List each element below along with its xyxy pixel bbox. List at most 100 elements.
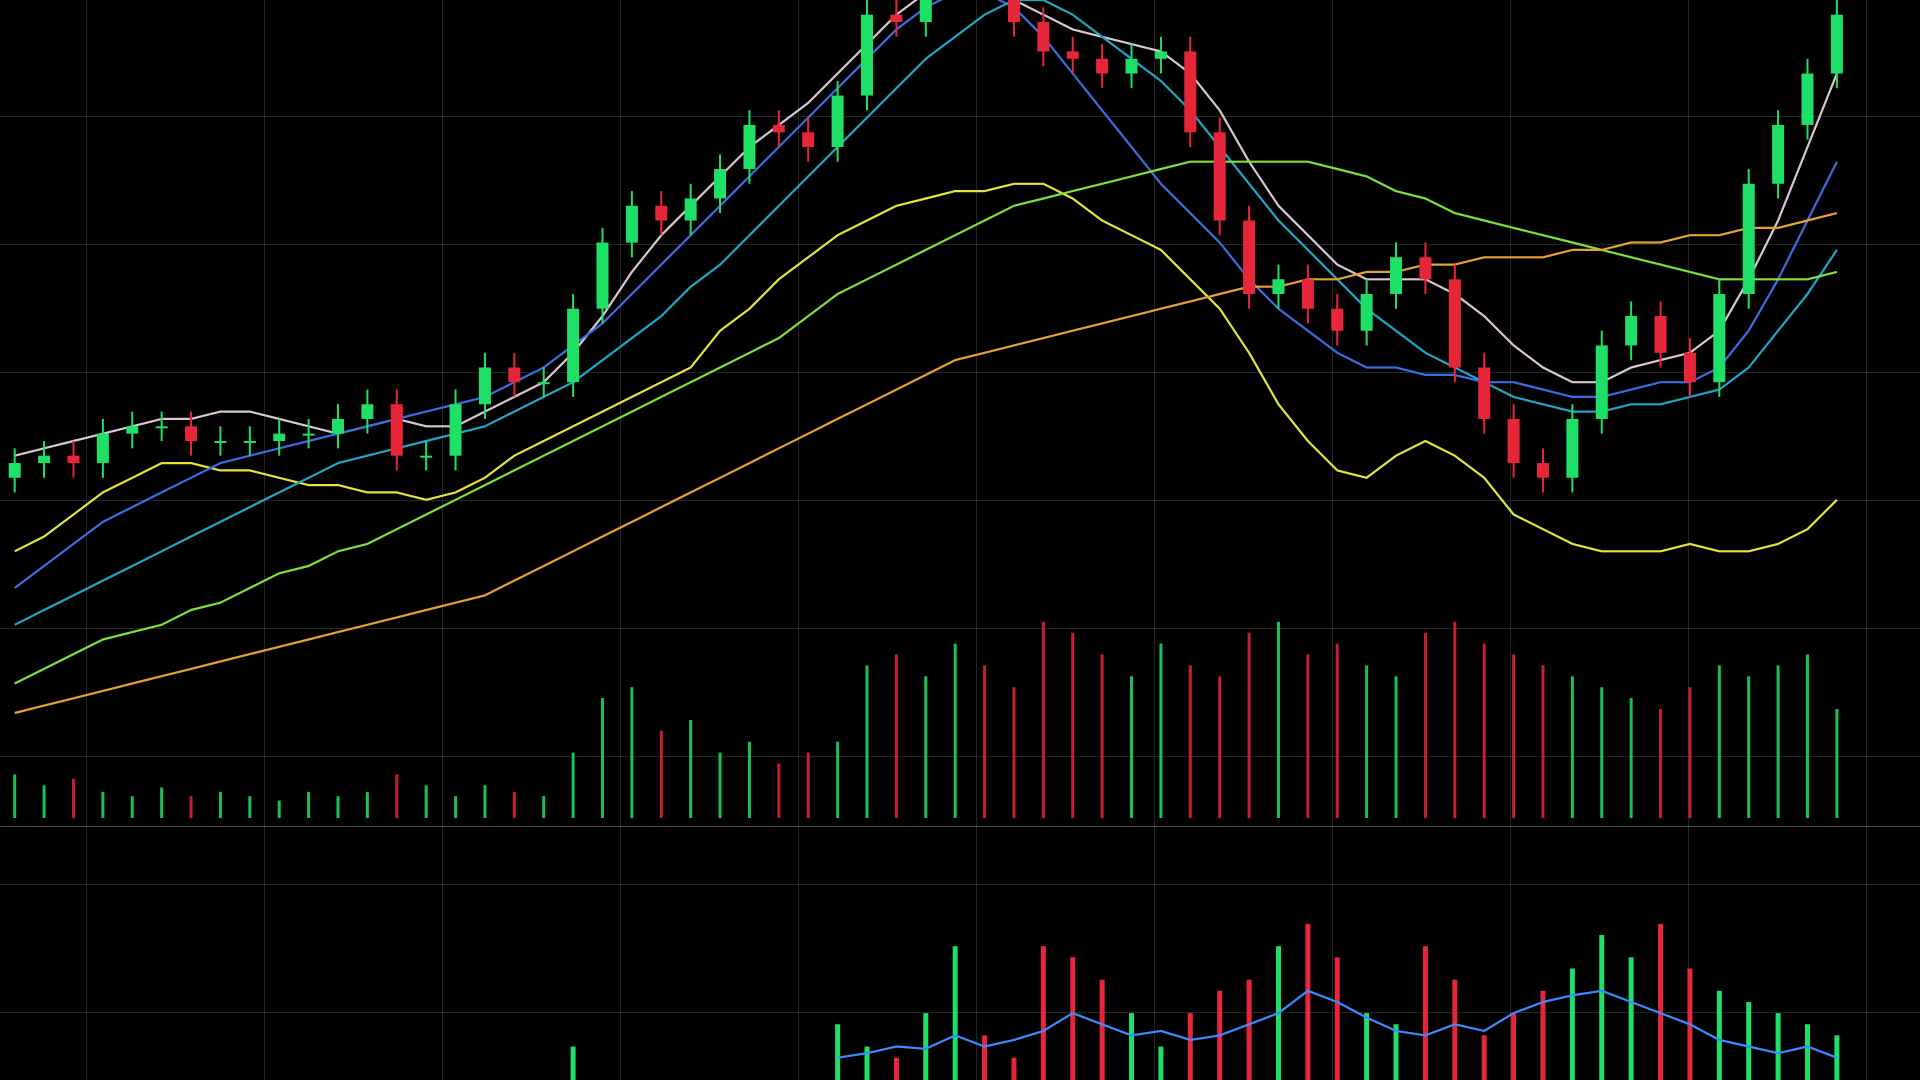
volume-bar xyxy=(1570,676,1574,818)
candle-body xyxy=(302,433,315,436)
candle-body xyxy=(478,367,491,405)
volume-bar xyxy=(1071,632,1075,818)
candle-body xyxy=(1595,345,1608,419)
candle-body xyxy=(714,169,727,199)
volume-bar xyxy=(1717,665,1721,818)
volume-bar xyxy=(1276,621,1280,818)
volume-bar xyxy=(1482,643,1486,818)
candle-body xyxy=(596,242,609,309)
volume-bar xyxy=(160,787,164,818)
indicator-line xyxy=(14,160,1838,685)
indicator-bar xyxy=(1804,1024,1810,1080)
indicator-line xyxy=(14,182,1838,553)
volume-bar xyxy=(836,741,840,818)
panel-separator xyxy=(0,826,1920,827)
indicator-bar xyxy=(1716,990,1722,1080)
indicator-bar xyxy=(1187,1013,1193,1080)
candle-body xyxy=(331,418,344,434)
indicator-bar xyxy=(1628,957,1634,1080)
volume-bar xyxy=(277,800,281,818)
volume-bar xyxy=(1130,676,1134,818)
volume-bar xyxy=(1218,676,1222,818)
candle-body xyxy=(1272,279,1285,294)
candle-body xyxy=(8,463,21,478)
candle-body xyxy=(1007,0,1020,23)
candle-body xyxy=(420,455,433,458)
indicator-line xyxy=(14,0,1838,589)
volume-bar xyxy=(806,752,810,818)
indicator-bar xyxy=(570,1046,576,1080)
volume-bar xyxy=(1423,632,1427,818)
candle-body xyxy=(449,404,462,456)
volume-bar xyxy=(777,763,781,818)
volume-bar xyxy=(953,643,957,818)
volume-bar xyxy=(1247,632,1251,818)
volume-bar xyxy=(71,778,75,818)
indicator-bar xyxy=(952,946,958,1080)
indicator-bar xyxy=(835,1024,841,1080)
indicator-bar xyxy=(1246,979,1252,1080)
volume-bar xyxy=(1835,709,1839,818)
candle-body xyxy=(890,14,903,23)
candle-body xyxy=(96,433,109,464)
volume-bar xyxy=(1600,687,1604,818)
candle-body xyxy=(1125,58,1138,74)
indicator-line xyxy=(14,0,1838,457)
volume-bar xyxy=(130,796,134,818)
candle-body xyxy=(1772,124,1785,184)
indicator-line xyxy=(14,0,1838,626)
volume-bar xyxy=(1512,654,1516,818)
candle-body xyxy=(243,441,256,443)
indicator-bar xyxy=(1364,1013,1370,1080)
volume-bar xyxy=(336,796,340,818)
candle-body xyxy=(214,441,227,443)
candle-body xyxy=(67,455,80,464)
candle-body xyxy=(1654,316,1667,353)
volume-bar xyxy=(365,791,369,818)
volume-bar xyxy=(1453,621,1457,818)
indicator-bar xyxy=(1746,1001,1752,1080)
candle-body xyxy=(1713,294,1726,383)
candle-body xyxy=(1478,367,1491,419)
volume-bar xyxy=(1100,654,1104,818)
volume-bar xyxy=(542,796,546,818)
candle-body xyxy=(1390,257,1403,294)
candle-body xyxy=(1448,279,1461,368)
volume-bar xyxy=(101,791,105,818)
candle-body xyxy=(1536,463,1549,478)
volume-bar xyxy=(1365,665,1369,818)
volume-bar xyxy=(454,796,458,818)
volume-bar xyxy=(718,752,722,818)
indicator-bar xyxy=(1481,1035,1487,1080)
candle-body xyxy=(1801,73,1814,125)
volume-bar xyxy=(689,719,693,818)
candle-body xyxy=(1566,418,1579,478)
indicator-bar xyxy=(1393,1024,1399,1080)
volume-bar xyxy=(1335,643,1339,818)
candle-body xyxy=(1213,132,1226,221)
candle-body xyxy=(625,205,638,243)
volume-bar xyxy=(483,785,487,818)
candle-body xyxy=(772,124,785,133)
indicator-bar xyxy=(1334,957,1340,1080)
candle-body xyxy=(919,0,932,23)
volume-bar xyxy=(424,785,428,818)
volume-bar xyxy=(189,796,193,818)
candle-body xyxy=(38,455,51,464)
volume-bar xyxy=(42,785,46,818)
volume-bar xyxy=(1629,698,1633,818)
volume-bar xyxy=(307,791,311,818)
indicator-bar xyxy=(893,1057,899,1080)
candle-body xyxy=(1683,352,1696,383)
indicator-bar xyxy=(1569,968,1575,1080)
candle-body xyxy=(273,433,286,441)
indicator-bar xyxy=(1775,1013,1781,1080)
volume-bar xyxy=(1688,687,1692,818)
candle-body xyxy=(1507,418,1520,464)
volume-bar xyxy=(1541,665,1545,818)
candle-body xyxy=(567,308,580,383)
volume-bar xyxy=(512,791,516,818)
candle-body xyxy=(861,14,874,96)
